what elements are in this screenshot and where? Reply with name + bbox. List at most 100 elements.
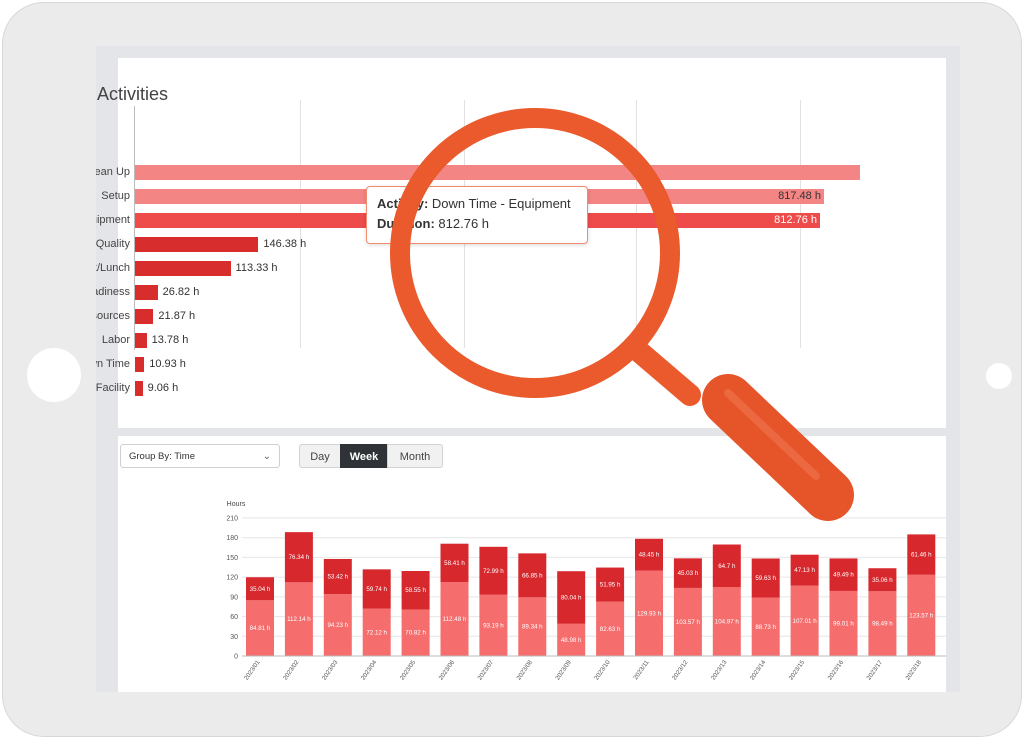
x-tick-label: 2023/09 [554, 659, 573, 682]
y-tick-label: 90 [230, 594, 238, 601]
tooltip-activity-value: Down Time - Equipment [431, 196, 571, 211]
bar-segment-base [557, 623, 586, 656]
tab-month[interactable]: Month [387, 444, 443, 468]
activity-value-label: 10.93 h [149, 358, 186, 370]
tablet-home-button [27, 348, 81, 402]
data-label: 48.45 h [639, 552, 660, 559]
x-tick-label: 2023/04 [360, 659, 379, 682]
data-label: 59.74 h [366, 586, 387, 593]
data-label: 80.04 h [561, 595, 582, 602]
y-axis [134, 106, 135, 350]
activity-bar[interactable] [135, 261, 231, 276]
activity-value-label: 113.33 h [235, 262, 278, 274]
bar-segment-base [440, 582, 469, 656]
data-label: 112.14 h [287, 616, 311, 623]
activity-bar[interactable] [135, 381, 143, 396]
x-tick-label: 2023/18 [904, 659, 923, 682]
tooltip-duration-label: Duration: [377, 216, 435, 231]
bar-segment-top [907, 534, 936, 575]
activity-value-label: 817.48 h [778, 190, 821, 202]
y-tick-label: 210 [226, 516, 238, 523]
data-label: 47.13 h [794, 567, 815, 574]
x-tick-label: 2023/17 [865, 659, 884, 682]
bar-segment-top [673, 558, 702, 588]
bar-segment-top [362, 569, 391, 609]
data-label: 103.57 h [676, 619, 701, 626]
x-tick-label: 2023/05 [399, 659, 418, 682]
x-tick-label: 2023/03 [321, 659, 340, 682]
data-label: 93.19 h [483, 622, 504, 629]
app-screen: Activities Clean Up Setup 817.48 h Down Tim… [96, 46, 960, 692]
activity-bar[interactable] [135, 309, 154, 324]
data-label: 49.49 h [833, 572, 854, 579]
activity-label: Readiness [96, 286, 130, 298]
time-panel: Group By: Time ⌄ Day Week Month Hours 0 30… [118, 436, 946, 692]
bar-segment-top [323, 558, 352, 595]
data-label: 84.81 h [250, 625, 271, 632]
y-axis-label: Hours [227, 501, 246, 508]
data-label: 123.57 h [909, 612, 934, 619]
y-tick-label: 30 [230, 634, 238, 641]
data-label: 94.23 h [327, 622, 348, 629]
data-label: 72.12 h [366, 629, 387, 636]
x-tick-label: 2023/10 [593, 659, 612, 682]
data-label: 82.63 h [600, 626, 621, 633]
activity-bar[interactable] [135, 333, 147, 348]
activity-label: Unassigned Down Time [96, 358, 130, 370]
activity-label: Setup [101, 190, 130, 202]
activity-label: Down Time - Equipment [96, 214, 130, 226]
data-label: 70.82 h [405, 630, 426, 637]
bar-segment-base [323, 594, 352, 656]
activity-value-label: 9.06 h [147, 382, 179, 394]
activity-bar[interactable] [135, 285, 158, 300]
activity-value-label: 812.76 h [774, 214, 817, 226]
data-label: 53.42 h [327, 574, 348, 581]
tooltip-activity-label: Activity: [377, 196, 429, 211]
data-label: 89.34 h [522, 624, 543, 631]
bar-segment-base [284, 582, 313, 656]
activity-label: Facility [96, 382, 130, 394]
bar-segment-top [712, 544, 741, 588]
x-tick-label: 2023/06 [438, 659, 457, 682]
data-label: 58.41 h [444, 560, 465, 567]
tablet-camera [986, 363, 1012, 389]
tab-day[interactable]: Day [299, 444, 341, 468]
data-label: 104.97 h [715, 619, 740, 626]
activity-bar[interactable] [135, 357, 145, 372]
bar-segment-top [635, 538, 663, 571]
y-tick-label: 150 [226, 555, 238, 562]
data-label: 64.7 h [718, 563, 736, 570]
bar-segment-base [790, 585, 819, 656]
bar-segment-base [401, 609, 430, 656]
weekly-hours-chart: Hours 0 30 60 90 120 150 180 210 84.81 h 35.04 h 20… [226, 501, 946, 682]
x-tick-label: 2023/02 [282, 659, 301, 682]
data-label: 107.01 h [793, 618, 818, 625]
bar-segment-top [440, 543, 469, 583]
data-label: 66.85 h [522, 572, 543, 579]
bar-segment-top [518, 553, 547, 598]
bar-segment-base [362, 608, 391, 656]
bar-segment-top [401, 570, 430, 610]
activity-value-label: 146.38 h [263, 238, 307, 250]
bar-segment-top [557, 571, 586, 624]
activity-value-label: 21.87 h [158, 310, 196, 322]
data-label: 76.34 h [289, 554, 310, 561]
activity-bar[interactable] [135, 237, 259, 252]
x-tick-label: 2023/08 [515, 659, 534, 682]
bar-segment-base [673, 587, 702, 656]
group-by-select[interactable]: Group By: Time ⌄ [120, 444, 280, 468]
data-label: 129.93 h [637, 610, 662, 617]
activity-bar[interactable] [135, 165, 860, 180]
tooltip-duration-row: Duration: 812.76 h [377, 216, 577, 236]
bar-segment-top [596, 567, 625, 602]
y-tick-label: 180 [226, 535, 238, 542]
bar-segment-base [596, 601, 625, 656]
activities-panel: Activities Clean Up Setup 817.48 h Down Tim… [96, 58, 946, 428]
y-tick-label: 120 [226, 575, 238, 582]
data-label: 99.01 h [833, 620, 854, 627]
bar-segment-base [829, 590, 858, 656]
data-label: 72.99 h [483, 568, 504, 575]
activity-label: Quality [96, 238, 130, 250]
x-tick-label: 2023/01 [243, 659, 262, 682]
bar-segment-top [790, 554, 819, 586]
